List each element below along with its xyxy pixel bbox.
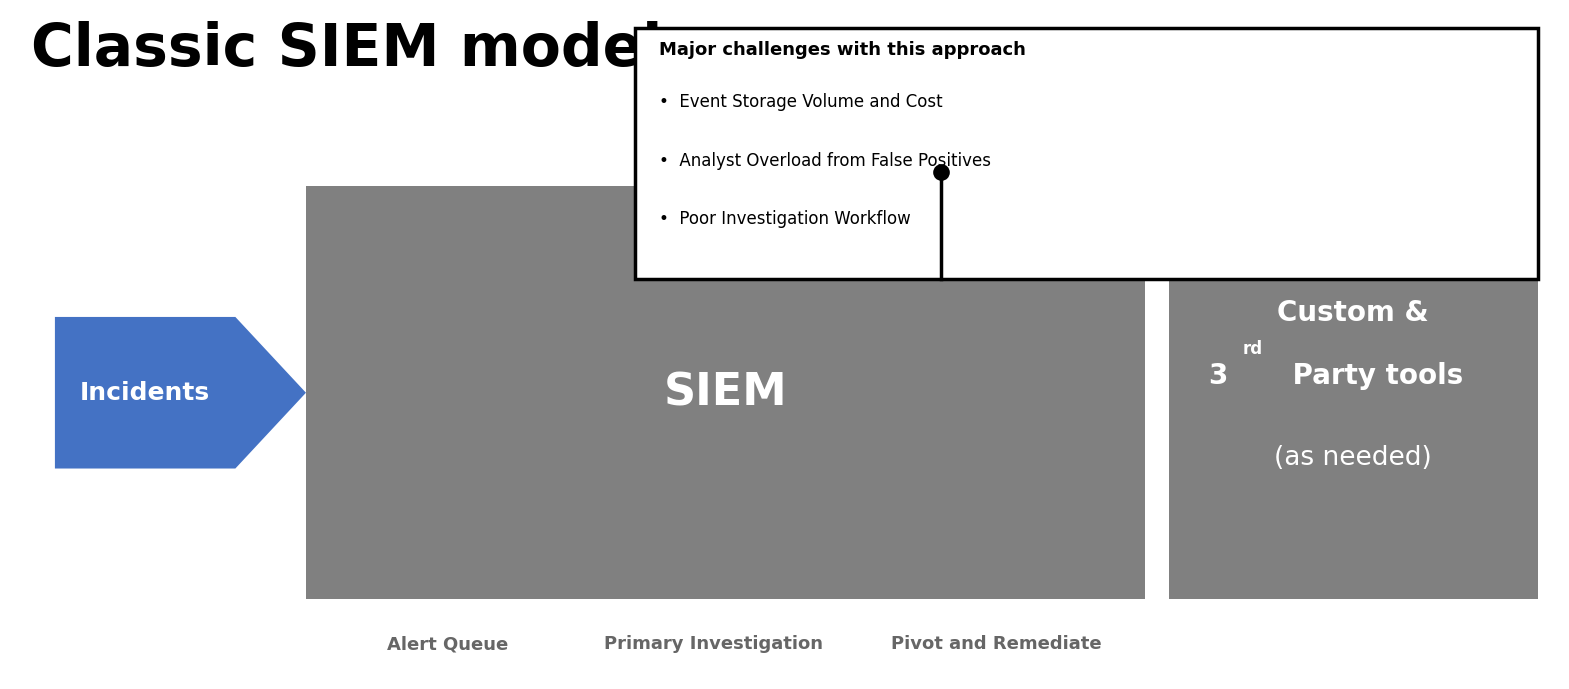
- Bar: [635, 28, 1538, 279]
- Text: Primary Investigation: Primary Investigation: [604, 635, 824, 653]
- Text: Incidents: Incidents: [80, 381, 210, 404]
- Polygon shape: [55, 317, 306, 469]
- Text: 3: 3: [1208, 362, 1227, 389]
- Text: Party tools: Party tools: [1283, 362, 1464, 389]
- Text: rd: rd: [1243, 340, 1263, 358]
- Bar: [1169, 186, 1538, 599]
- Bar: [306, 186, 1145, 599]
- Text: (as needed): (as needed): [1274, 445, 1432, 471]
- Text: Pivot and Remediate: Pivot and Remediate: [891, 635, 1101, 653]
- Text: •  Poor Investigation Workflow: • Poor Investigation Workflow: [659, 210, 910, 228]
- Text: Major challenges with this approach: Major challenges with this approach: [659, 41, 1026, 59]
- Text: SIEM: SIEM: [664, 371, 788, 414]
- Text: Classic SIEM model: Classic SIEM model: [31, 21, 662, 78]
- Text: Custom &: Custom &: [1277, 300, 1429, 327]
- Text: •  Analyst Overload from False Positives: • Analyst Overload from False Positives: [659, 152, 992, 169]
- Text: Alert Queue: Alert Queue: [386, 635, 508, 653]
- Text: •  Event Storage Volume and Cost: • Event Storage Volume and Cost: [659, 93, 943, 111]
